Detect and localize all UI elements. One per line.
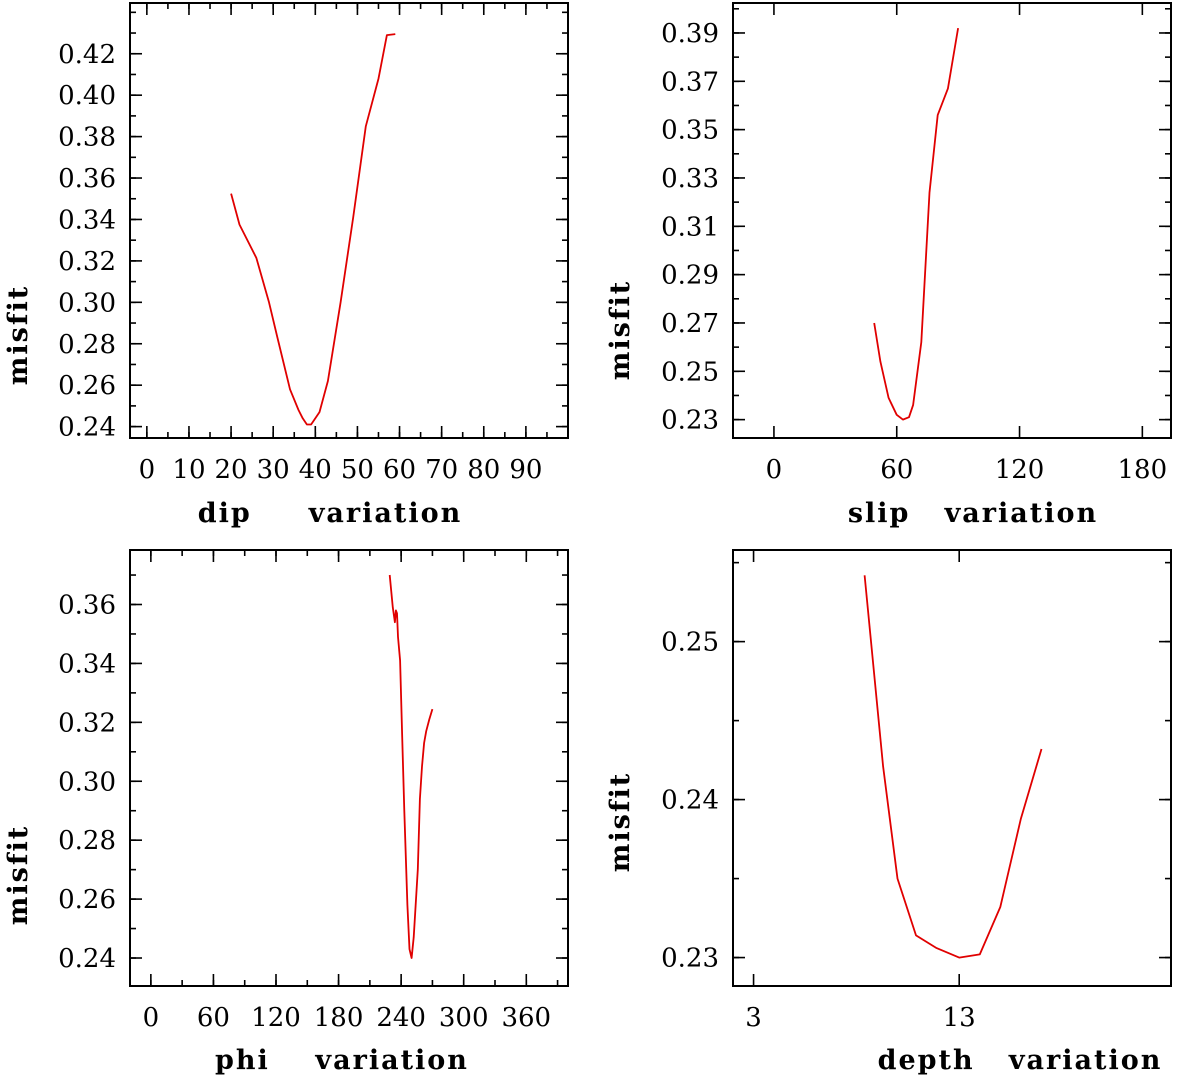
x-tick-label: 180 xyxy=(314,1003,364,1033)
x-tick-label: 0 xyxy=(143,1003,160,1033)
chart-panel-depth: 0.23 0.24 0.25 3 13 depth variation misfit xyxy=(605,549,1172,1076)
x-tick-label: 13 xyxy=(943,1003,976,1033)
data-line-dip xyxy=(230,33,396,426)
y-tick-label: 0.31 xyxy=(661,212,719,242)
x-axis-label: phi variation xyxy=(215,1045,469,1076)
x-tick-label: 120 xyxy=(251,1003,301,1033)
plot-frame xyxy=(732,549,1172,987)
x-tick-label: 60 xyxy=(880,455,913,485)
y-axis-label: misfit xyxy=(605,772,636,872)
y-tick-label: 0.27 xyxy=(661,309,719,339)
y-tick-label: 0.24 xyxy=(661,786,719,816)
x-tick-label: 300 xyxy=(439,1003,489,1033)
y-tick-label: 0.23 xyxy=(661,406,719,436)
x-tick-label: 60 xyxy=(197,1003,230,1033)
data-line-phi xyxy=(388,574,434,959)
y-tick-label: 0.26 xyxy=(58,885,116,915)
x-tick-label: 20 xyxy=(215,455,248,485)
y-tick-label: 0.25 xyxy=(661,628,719,658)
y-tick-label: 0.35 xyxy=(661,116,719,146)
x-tick-label: 0 xyxy=(766,455,783,485)
y-tick-label: 0.28 xyxy=(58,826,116,856)
y-tick-label: 0.39 xyxy=(661,19,719,49)
y-tick-label: 0.29 xyxy=(661,261,719,291)
y-tick-label: 0.36 xyxy=(58,591,116,621)
x-axis-label: dip variation xyxy=(198,498,463,529)
x-tick-label: 70 xyxy=(425,455,458,485)
y-tick-label: 0.26 xyxy=(58,371,116,401)
x-tick-label: 80 xyxy=(467,455,500,485)
y-tick-label: 0.24 xyxy=(58,944,116,974)
x-tick-label: 0 xyxy=(139,455,156,485)
x-tick-label: 120 xyxy=(995,455,1045,485)
y-tick-label: 0.30 xyxy=(58,288,116,318)
y-tick-label: 0.34 xyxy=(58,649,116,679)
data-line-slip xyxy=(873,27,959,421)
x-tick-label: 10 xyxy=(172,455,205,485)
chart-panel-slip: 0.23 0.25 0.27 0.29 0.31 0.33 0.35 0.37 0.39 0 60 1… xyxy=(605,2,1172,529)
x-tick-label: 240 xyxy=(376,1003,426,1033)
y-tick-label: 0.28 xyxy=(58,330,116,360)
y-axis-label: misfit xyxy=(605,280,636,380)
y-tick-label: 0.36 xyxy=(58,164,116,194)
chart-panel-dip: 0.24 0.26 0.28 0.30 0.32 0.34 0.36 0.38 0.40 0.42… xyxy=(3,2,569,529)
y-tick-label: 0.40 xyxy=(58,81,116,111)
y-tick-label: 0.38 xyxy=(58,123,116,153)
y-tick-label: 0.24 xyxy=(58,413,116,443)
x-tick-label: 30 xyxy=(257,455,290,485)
x-tick-label: 40 xyxy=(299,455,332,485)
y-tick-label: 0.32 xyxy=(58,247,116,277)
x-axis-label: slip variation xyxy=(848,498,1098,529)
plot-frame xyxy=(732,2,1172,439)
y-axis-label: misfit xyxy=(3,285,34,385)
y-tick-label: 0.33 xyxy=(661,164,719,194)
x-tick-label: 60 xyxy=(383,455,416,485)
y-tick-label: 0.32 xyxy=(58,708,116,738)
x-tick-label: 90 xyxy=(509,455,542,485)
x-tick-label: 180 xyxy=(1118,455,1168,485)
plot-frame xyxy=(129,2,569,439)
y-tick-label: 0.30 xyxy=(58,767,116,797)
y-tick-label: 0.25 xyxy=(661,357,719,387)
x-tick-label: 50 xyxy=(341,455,374,485)
y-tick-label: 0.37 xyxy=(661,67,719,97)
y-tick-label: 0.34 xyxy=(58,205,116,235)
y-tick-label: 0.42 xyxy=(58,40,116,70)
chart-panel-phi: 0.24 0.26 0.28 0.30 0.32 0.34 0.36 0 60 120 180 240… xyxy=(3,549,569,1076)
x-tick-label: 3 xyxy=(745,1003,762,1033)
data-line-depth xyxy=(863,575,1043,959)
x-axis-label: depth variation xyxy=(878,1045,1163,1076)
y-tick-label: 0.23 xyxy=(661,944,719,974)
y-axis-label: misfit xyxy=(3,825,34,925)
x-tick-label: 360 xyxy=(501,1003,551,1033)
plot-frame xyxy=(129,549,569,987)
